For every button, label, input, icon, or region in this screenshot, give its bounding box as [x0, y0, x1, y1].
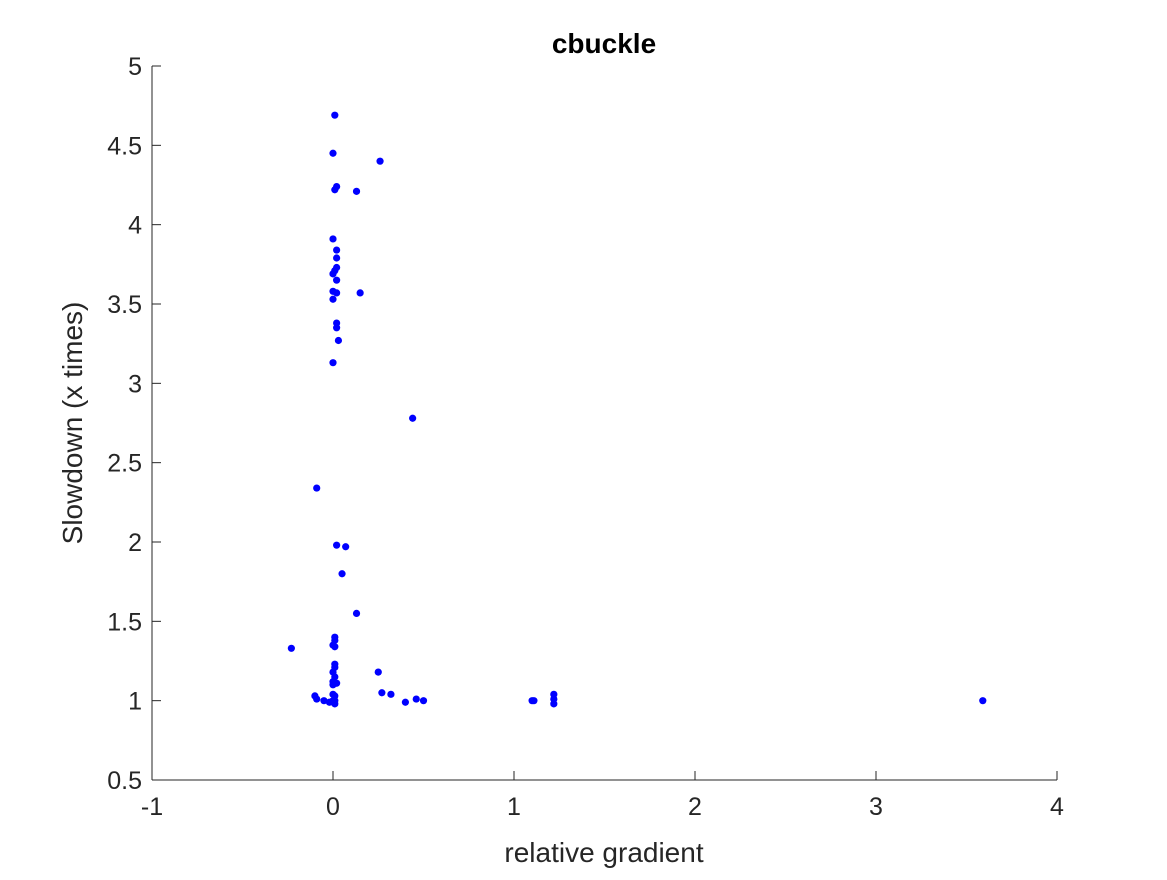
data-point [313, 484, 321, 492]
data-point [333, 276, 341, 284]
data-point [401, 698, 409, 706]
data-point [378, 689, 386, 697]
data-point [550, 700, 558, 708]
y-tick-label: 1 [128, 688, 142, 716]
data-point [356, 289, 364, 297]
data-point [329, 149, 337, 157]
data-point [333, 254, 341, 262]
data-points [287, 111, 987, 708]
y-tick-label: 2 [128, 529, 142, 557]
data-point [333, 289, 341, 297]
data-point [352, 187, 361, 195]
data-point [979, 697, 987, 705]
data-point [352, 609, 361, 618]
x-tick-label: -1 [141, 793, 163, 821]
x-tick-label: 2 [688, 793, 702, 821]
x-tick-label: 4 [1050, 793, 1064, 821]
data-point [313, 695, 321, 703]
axes: -1 0 1 2 3 4 0.5 1 1.5 2 2.5 3 3.5 4 4.5 5 [107, 53, 1064, 821]
y-tick-label: 2.5 [107, 450, 142, 478]
y-axis-label: Slowdown (x times) [57, 302, 88, 545]
data-point [331, 643, 339, 651]
data-point [320, 697, 328, 705]
y-tick-label: 4.5 [107, 132, 142, 160]
data-point [342, 543, 350, 551]
chart-title: cbuckle [552, 28, 656, 59]
data-point [409, 414, 417, 422]
data-point [419, 697, 428, 705]
y-tick-label: 3 [128, 370, 142, 398]
data-point [331, 700, 339, 708]
y-tick-label: 3.5 [107, 291, 142, 319]
y-tick-label: 5 [128, 53, 142, 81]
data-point [329, 681, 337, 689]
data-point [329, 359, 337, 367]
data-point [376, 157, 384, 165]
data-point [329, 270, 337, 278]
data-point [387, 690, 395, 698]
data-point [325, 698, 333, 706]
data-point [287, 644, 295, 652]
x-tick-label: 0 [326, 793, 340, 821]
data-point [333, 246, 341, 254]
y-tick-label: 0.5 [107, 767, 142, 795]
x-tick-label: 1 [507, 793, 521, 821]
y-tick-label: 4 [128, 212, 142, 240]
data-point [331, 111, 339, 119]
data-point [329, 235, 337, 243]
data-point [334, 336, 343, 345]
x-axis-label: relative gradient [504, 837, 703, 868]
data-point [329, 295, 337, 303]
y-tick-label: 1.5 [107, 608, 142, 636]
data-point [333, 324, 341, 332]
data-point [338, 570, 346, 578]
data-point [412, 695, 420, 703]
data-point [331, 186, 339, 194]
data-point [374, 668, 382, 676]
data-point [333, 541, 341, 549]
x-tick-label: 3 [869, 793, 883, 821]
data-point [530, 697, 538, 705]
